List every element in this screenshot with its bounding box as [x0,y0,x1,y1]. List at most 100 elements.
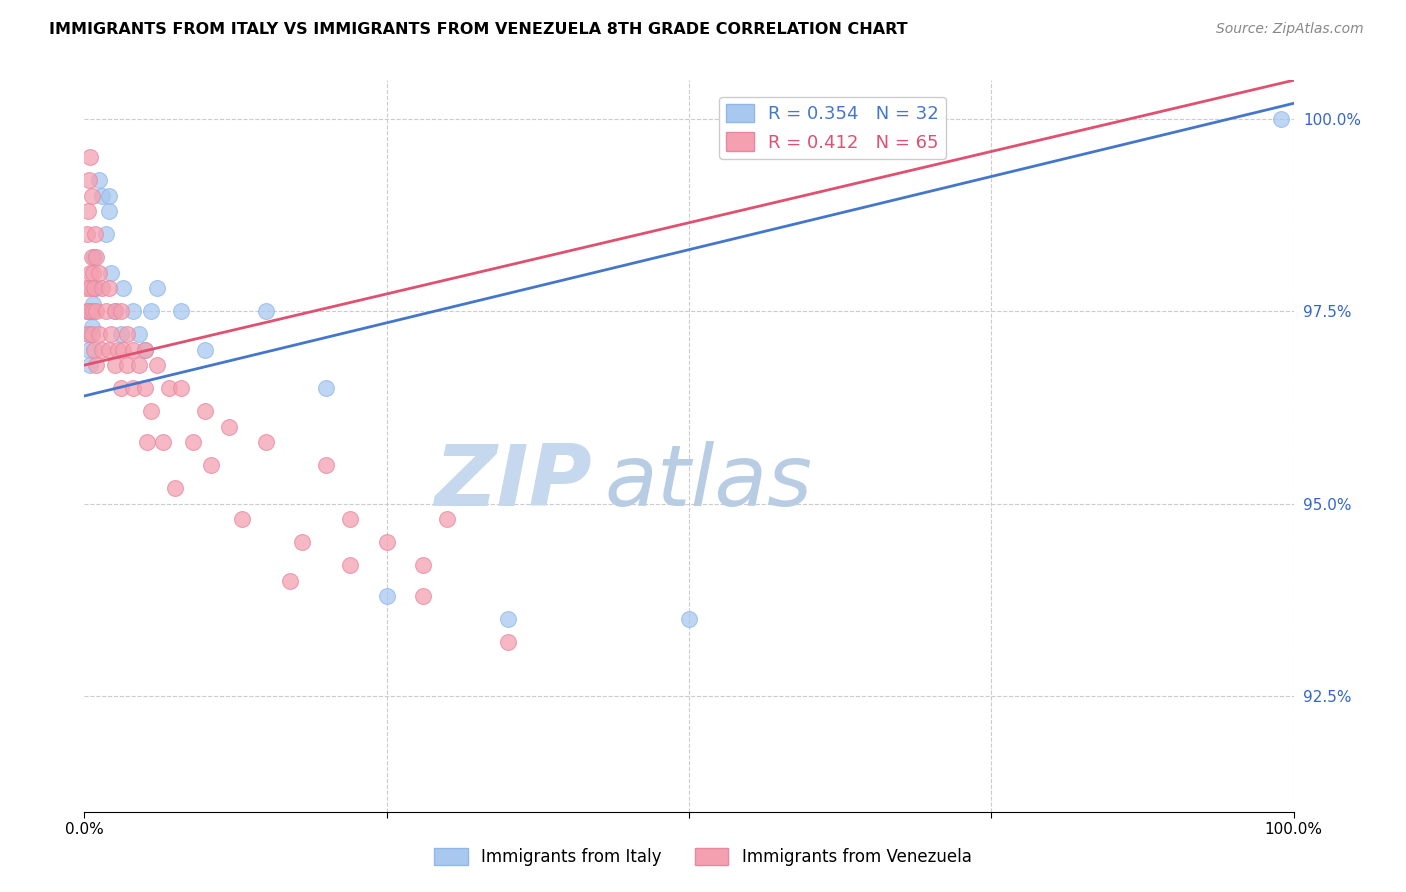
Point [79,150,101,164]
Point [75,281,97,295]
Point [80,319,103,334]
Point [134,343,156,357]
Point [97,188,120,202]
Point [83,251,105,265]
Point [436,512,458,526]
Point [170,381,193,395]
Point [82,296,104,310]
Point [339,558,361,573]
Point [104,358,127,372]
Point [87,173,110,187]
Point [82,266,104,280]
Point [77,327,100,342]
Point [83,281,105,295]
Point [200,458,222,473]
Point [97,343,120,357]
Point [97,281,120,295]
Point [83,281,105,295]
Point [112,281,135,295]
Point [83,343,105,357]
Point [76,304,98,318]
Point [134,343,156,357]
Point [496,612,519,626]
Point [100,327,122,342]
Point [79,266,101,280]
Point [194,404,217,418]
Point [97,204,120,219]
Point [76,304,98,318]
Point [194,343,217,357]
Point [315,458,337,473]
Point [375,589,398,603]
Point [128,358,150,372]
Point [77,173,100,187]
Point [218,419,240,434]
Point [107,343,129,357]
Point [80,251,103,265]
Point [136,435,159,450]
Point [291,535,314,549]
Point [181,435,204,450]
Point [152,435,174,450]
Point [76,227,98,242]
Point [104,304,127,318]
Point [339,512,361,526]
Point [86,304,108,318]
Point [278,574,301,588]
Point [77,204,100,219]
Point [412,558,434,573]
Point [110,381,132,395]
Point [79,304,101,318]
Point [1270,112,1292,126]
Point [91,188,114,202]
Point [254,435,277,450]
Point [139,304,162,318]
Legend: Immigrants from Italy, Immigrants from Venezuela: Immigrants from Italy, Immigrants from V… [427,841,979,873]
Point [115,327,138,342]
Point [121,381,143,395]
Point [157,381,180,395]
Point [412,589,434,603]
Point [496,635,519,649]
Point [165,481,187,495]
Point [315,381,337,395]
Point [94,227,117,242]
Point [82,304,104,318]
Point [104,304,127,318]
Point [254,304,277,318]
Text: ZIP: ZIP [434,441,592,524]
Point [121,343,143,357]
Point [87,266,110,280]
Point [86,281,108,295]
Text: atlas: atlas [605,441,813,524]
Point [86,358,108,372]
Point [375,535,398,549]
Point [231,512,253,526]
Point [112,343,135,357]
Point [110,327,132,342]
Point [134,381,156,395]
Point [678,612,700,626]
Point [77,343,100,357]
Point [100,266,122,280]
Point [80,327,103,342]
Point [86,251,108,265]
Point [170,304,193,318]
Point [80,188,103,202]
Text: Source: ZipAtlas.com: Source: ZipAtlas.com [1216,22,1364,37]
Point [77,327,100,342]
Point [91,343,114,357]
Point [121,304,143,318]
Point [115,358,138,372]
Point [79,358,101,372]
Text: IMMIGRANTS FROM ITALY VS IMMIGRANTS FROM VENEZUELA 8TH GRADE CORRELATION CHART: IMMIGRANTS FROM ITALY VS IMMIGRANTS FROM… [49,22,908,37]
Legend: R = 0.354   N = 32, R = 0.412   N = 65: R = 0.354 N = 32, R = 0.412 N = 65 [720,96,946,159]
Point [94,304,117,318]
Point [139,404,162,418]
Point [79,281,101,295]
Point [77,304,100,318]
Point [128,327,150,342]
Point [110,304,132,318]
Point [84,227,107,242]
Point [91,281,114,295]
